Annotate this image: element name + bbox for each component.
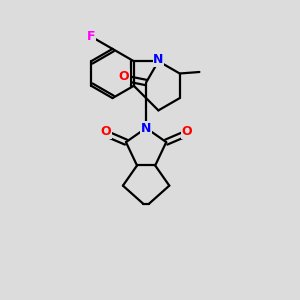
Text: F: F (87, 30, 95, 43)
Text: N: N (153, 53, 164, 66)
Text: O: O (100, 125, 111, 138)
Text: O: O (119, 70, 129, 83)
Text: O: O (181, 125, 192, 138)
Text: N: N (141, 122, 151, 134)
